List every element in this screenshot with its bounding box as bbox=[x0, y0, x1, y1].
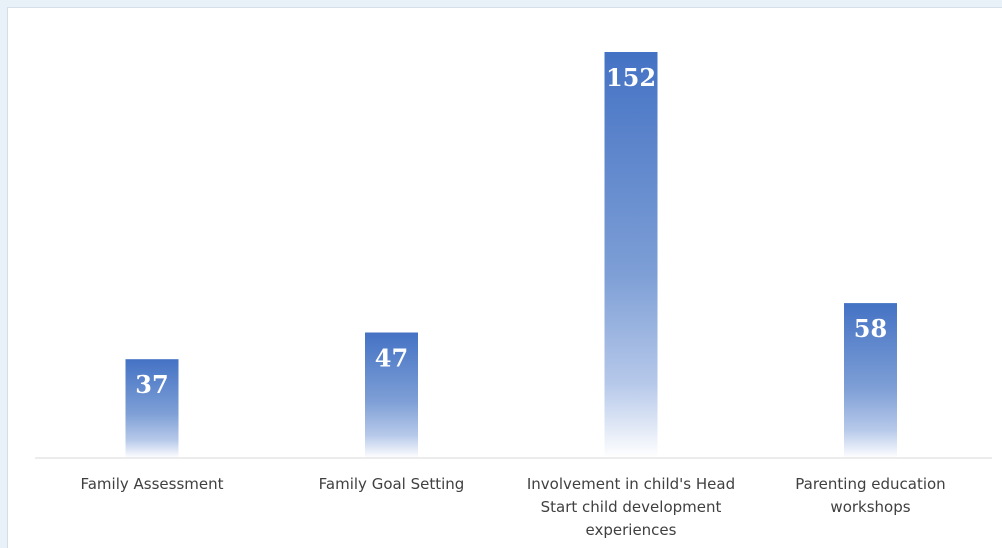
category-label-3: Involvement in child's Head Start child d… bbox=[527, 475, 735, 539]
category-label-2: Family Goal Setting bbox=[319, 475, 465, 493]
category-labels-layer: Family Assessment Family Goal Setting Invo… bbox=[80, 475, 945, 539]
bar-2 bbox=[365, 332, 418, 458]
category-label-line: Involvement in child's Head bbox=[527, 475, 735, 493]
category-label-line: Parenting education bbox=[795, 475, 945, 493]
value-labels-layer: 37 47 152 58 bbox=[135, 63, 887, 399]
category-label-line: experiences bbox=[586, 521, 677, 539]
bar-4 bbox=[844, 303, 897, 458]
category-label-line: Family Goal Setting bbox=[319, 475, 465, 493]
category-label-4: Parenting education workshops bbox=[795, 475, 945, 516]
bar-value-label-4: 58 bbox=[854, 314, 887, 343]
category-label-line: Family Assessment bbox=[80, 475, 223, 493]
category-label-1: Family Assessment bbox=[80, 475, 223, 493]
bar-value-label-3: 152 bbox=[606, 63, 656, 92]
category-label-line: workshops bbox=[830, 498, 910, 516]
bar-value-label-1: 37 bbox=[135, 370, 168, 399]
bar-3 bbox=[604, 52, 658, 458]
bar-value-label-2: 47 bbox=[375, 344, 408, 373]
bar-1 bbox=[125, 359, 179, 458]
bars-layer bbox=[125, 52, 897, 458]
category-label-line: Start child development bbox=[541, 498, 722, 516]
